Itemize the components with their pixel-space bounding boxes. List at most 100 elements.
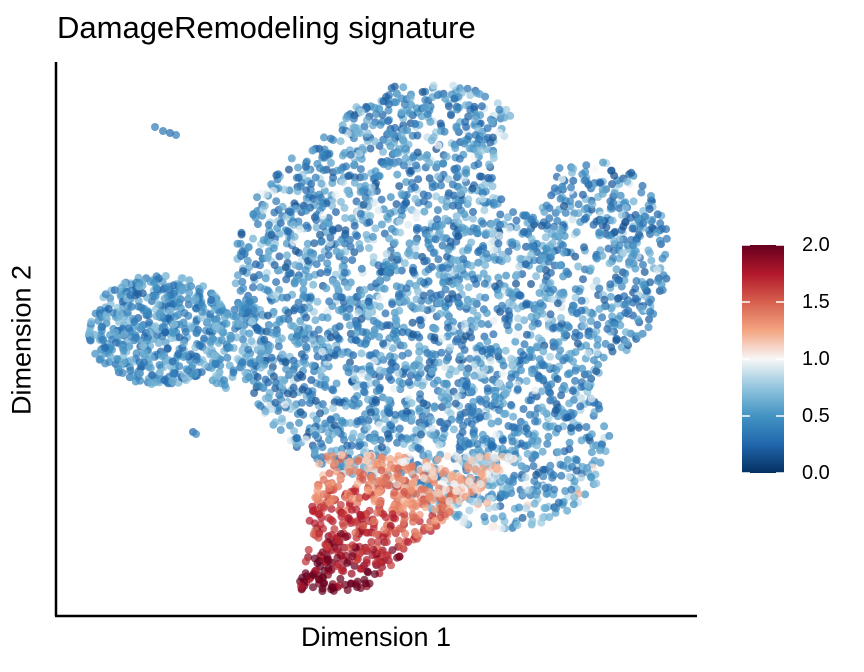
data-point — [283, 389, 292, 398]
data-point — [342, 313, 351, 322]
data-point — [208, 289, 216, 298]
data-point — [522, 377, 531, 385]
data-point — [380, 415, 389, 423]
data-point — [329, 173, 338, 182]
data-point — [601, 339, 610, 348]
data-point — [595, 305, 604, 314]
data-point — [311, 316, 320, 325]
data-point — [527, 250, 536, 259]
data-point — [571, 366, 580, 375]
data-point — [628, 224, 637, 233]
data-point — [540, 361, 548, 370]
data-point — [318, 548, 327, 557]
data-point — [295, 418, 303, 427]
data-point — [261, 274, 270, 283]
data-point — [513, 385, 522, 394]
data-point — [491, 392, 500, 401]
data-point — [317, 254, 326, 262]
data-point — [297, 305, 305, 314]
data-point — [371, 458, 380, 467]
data-point — [155, 361, 164, 369]
data-point — [421, 96, 430, 104]
data-point — [507, 400, 515, 409]
data-point — [354, 308, 363, 317]
data-point — [337, 530, 345, 538]
data-point — [301, 359, 310, 368]
data-point — [426, 117, 435, 126]
data-point — [393, 480, 402, 489]
data-point — [267, 230, 276, 239]
data-point — [496, 210, 505, 219]
data-point — [511, 337, 520, 346]
data-point — [489, 316, 498, 325]
data-point — [349, 161, 358, 170]
data-point — [324, 564, 333, 573]
data-point — [483, 384, 492, 393]
data-point — [337, 350, 346, 359]
data-point — [556, 194, 565, 203]
data-point — [470, 371, 479, 380]
data-point — [487, 437, 496, 446]
data-point — [407, 486, 416, 495]
data-point — [605, 431, 614, 440]
data-point — [423, 462, 432, 471]
data-point — [405, 239, 414, 248]
data-point — [371, 137, 379, 146]
data-point — [460, 319, 469, 328]
data-point — [392, 316, 401, 325]
data-point — [467, 238, 476, 247]
data-point — [443, 252, 451, 261]
data-point — [145, 318, 154, 327]
data-point — [382, 92, 391, 101]
data-point — [531, 417, 539, 426]
data-point — [551, 406, 560, 415]
data-point — [298, 372, 307, 381]
data-point — [98, 322, 107, 331]
data-point — [350, 248, 359, 257]
data-point — [332, 379, 341, 388]
data-point — [464, 283, 473, 292]
data-point — [372, 110, 381, 118]
data-point — [302, 343, 311, 351]
data-point — [453, 392, 462, 401]
data-point — [104, 304, 113, 313]
data-point — [546, 461, 555, 470]
data-point — [271, 378, 280, 387]
data-point — [360, 388, 369, 397]
data-point — [371, 559, 380, 568]
data-point — [138, 289, 147, 298]
data-point — [418, 88, 427, 96]
data-point — [254, 381, 263, 389]
data-point — [604, 244, 613, 253]
data-point — [152, 284, 161, 293]
data-point — [538, 447, 547, 456]
data-point — [498, 452, 507, 461]
data-point — [357, 314, 366, 323]
data-point — [392, 200, 401, 209]
data-point — [407, 167, 416, 175]
data-point — [620, 292, 629, 301]
data-point — [494, 347, 503, 356]
data-point — [316, 380, 325, 389]
data-point — [305, 399, 314, 407]
data-point — [527, 234, 536, 243]
data-point — [481, 261, 490, 270]
data-point — [415, 404, 424, 413]
data-point — [313, 159, 322, 168]
data-point — [377, 220, 386, 229]
data-point — [164, 283, 172, 292]
data-point — [505, 224, 514, 233]
data-point — [467, 419, 476, 428]
data-point — [358, 143, 367, 152]
data-point — [327, 158, 335, 167]
data-point — [408, 443, 417, 452]
data-point — [464, 132, 473, 141]
data-point — [526, 396, 535, 405]
data-point — [433, 91, 442, 100]
data-point — [419, 399, 428, 408]
data-point — [397, 108, 406, 117]
data-point — [365, 309, 373, 318]
data-point — [377, 466, 386, 475]
data-point — [275, 391, 284, 400]
data-point — [274, 342, 283, 351]
